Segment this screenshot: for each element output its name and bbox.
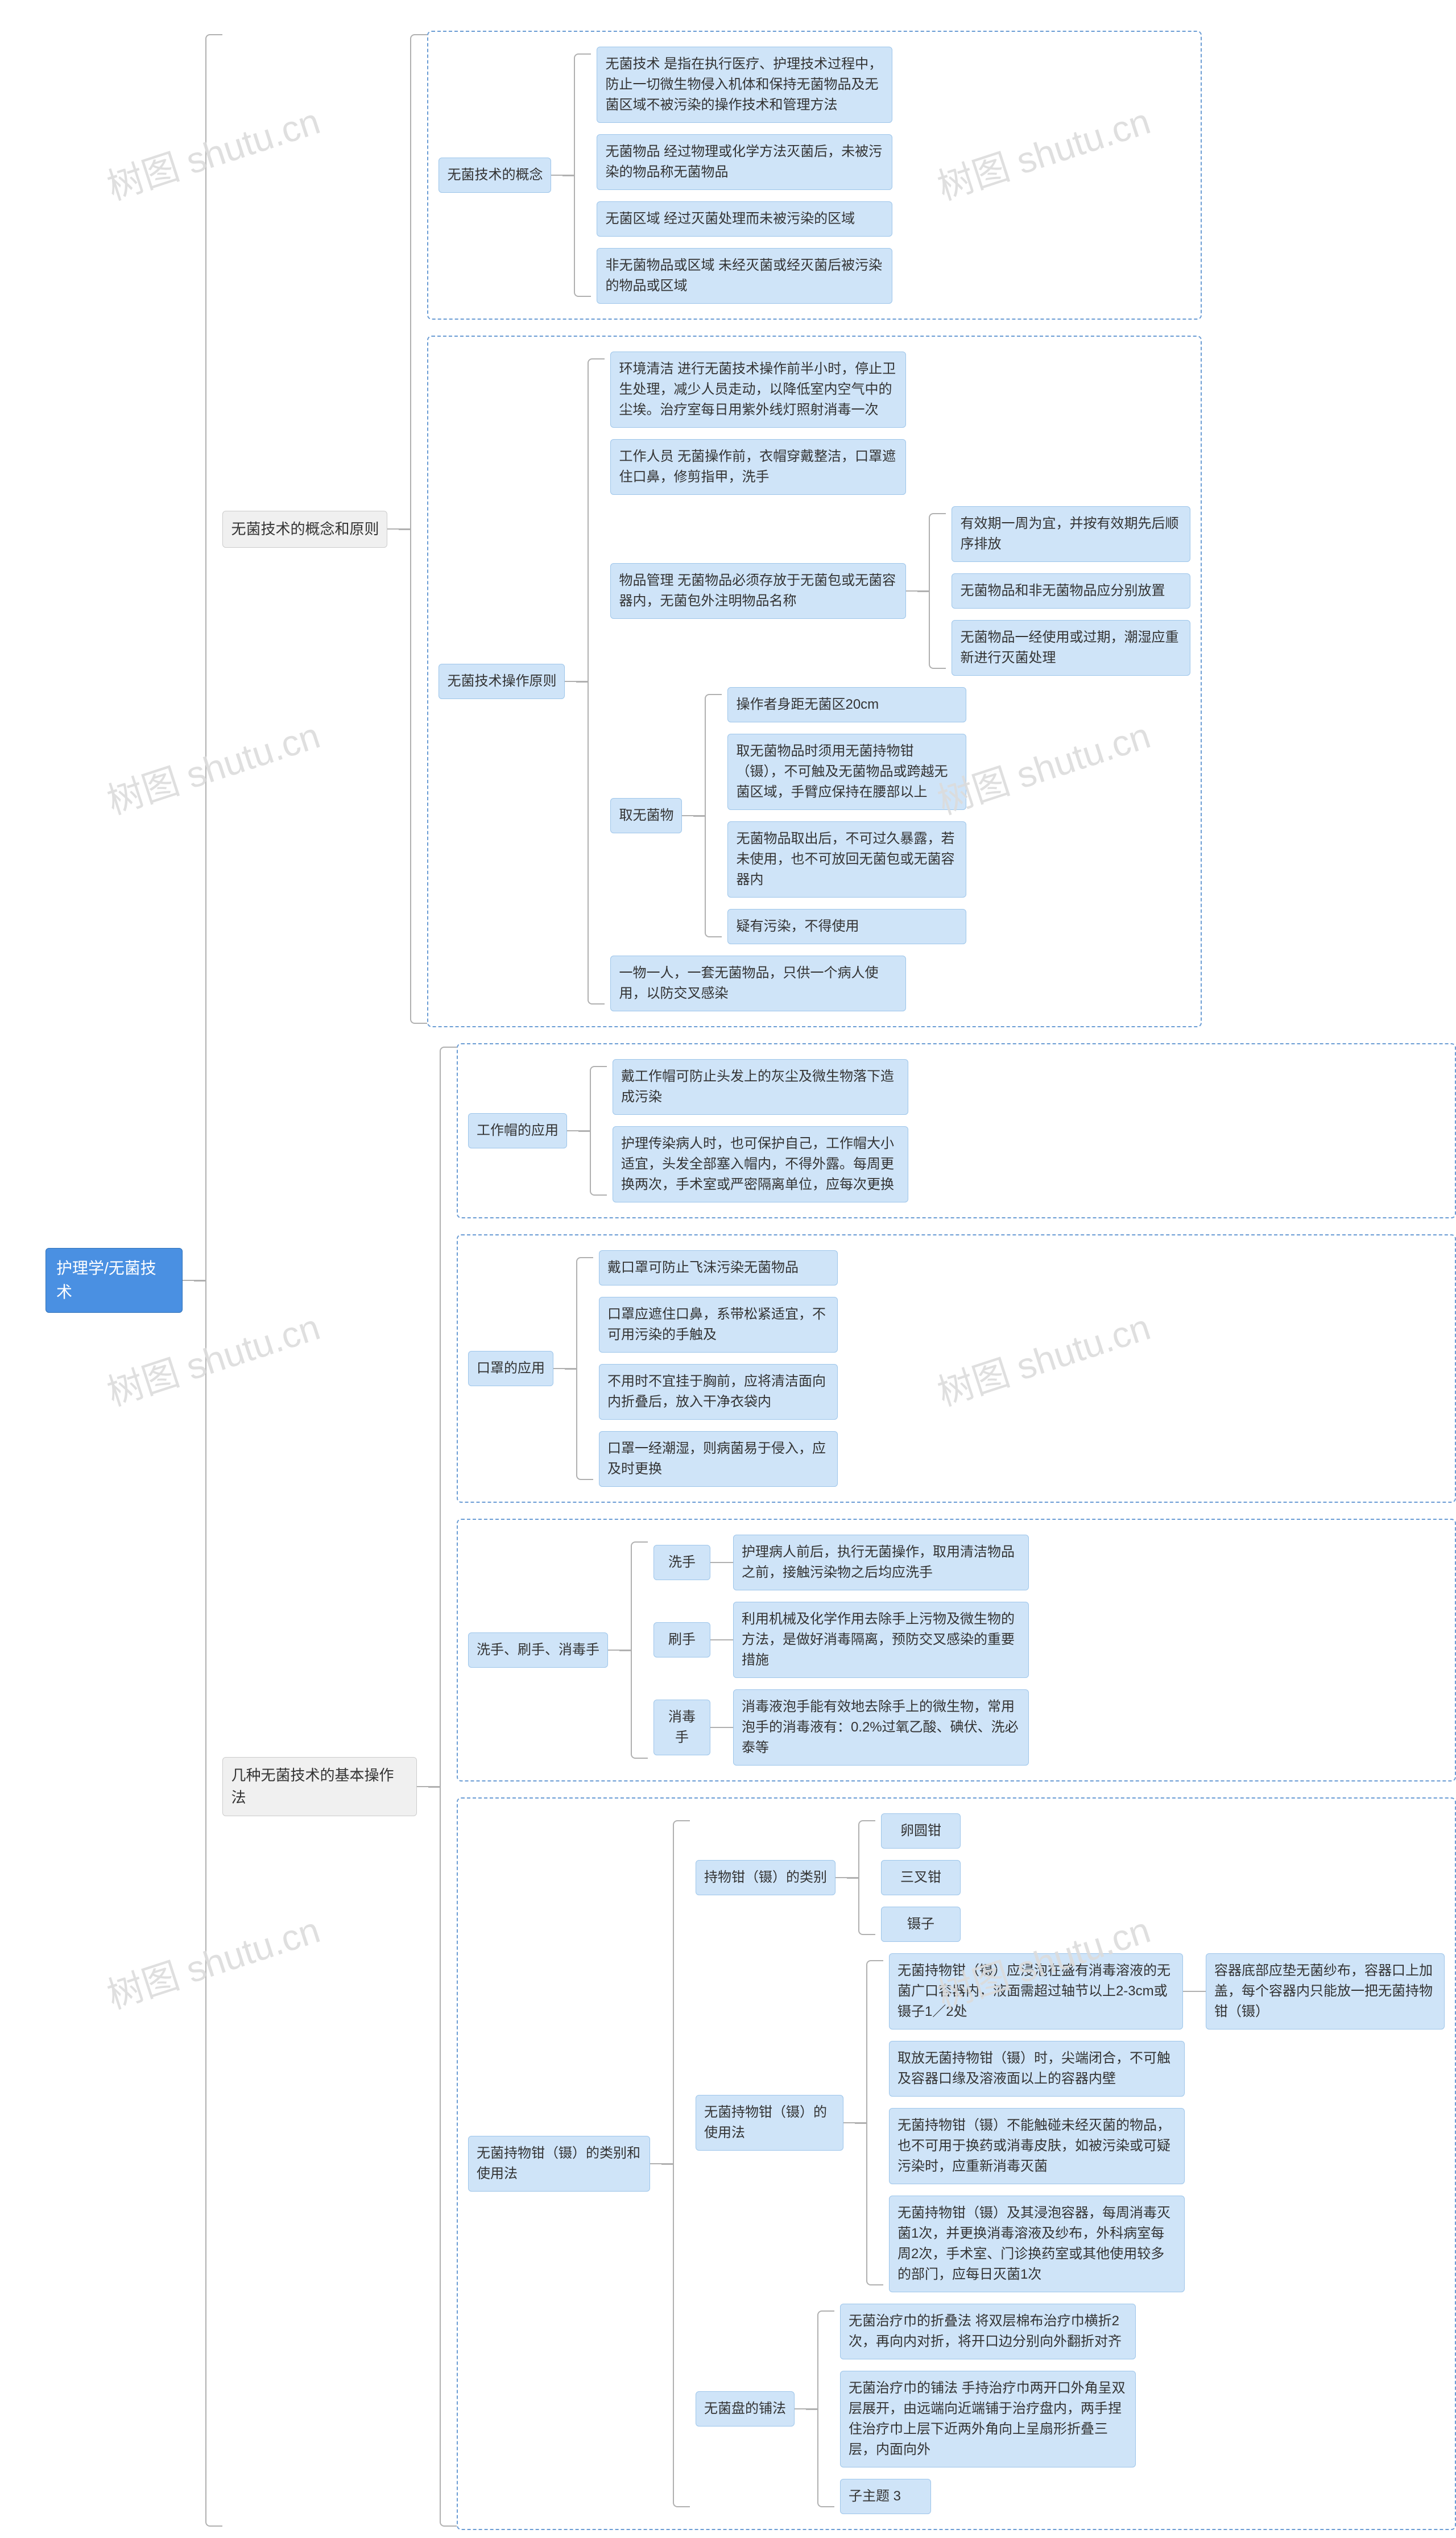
leaf[interactable]: 不用时不宜挂于胸前，应将清洁面向内折叠后，放入干净衣袋内 xyxy=(599,1364,838,1420)
frame-cap: 工作帽的应用 戴工作帽可防止头发上的灰尘及微生物落下造成污染 护理传染病人时，也… xyxy=(457,1043,1456,1218)
frame-hands: 洗手、刷手、消毒手 洗手 护理病人前后，执行无菌操作，取用清洁物品之前，接触污染… xyxy=(457,1519,1456,1781)
frame-forceps: 无菌持物钳（镊）的类别和使用法 持物钳（镊）的类别 xyxy=(457,1797,1456,2530)
node-disinfect[interactable]: 消毒手 xyxy=(653,1700,710,1755)
leaf[interactable]: 容器底部应垫无菌纱布，容器口上加盖，每个容器内只能放一把无菌持物钳（镊） xyxy=(1206,1953,1445,2029)
bracket xyxy=(673,1820,690,2507)
leaf[interactable]: 利用机械及化学作用去除手上污物及微生物的方法，是做好消毒隔离，预防交叉感染的重要… xyxy=(733,1602,1029,1678)
leaf[interactable]: 无菌区域 经过灭菌处理而未被污染的区域 xyxy=(597,201,892,237)
bracket xyxy=(410,34,427,1024)
leaf[interactable]: 戴工作帽可防止头发上的灰尘及微生物落下造成污染 xyxy=(613,1059,908,1115)
bracket xyxy=(866,1960,883,2285)
connector xyxy=(710,1727,733,1728)
leaf[interactable]: 无菌持物钳（镊）不能触碰未经灭菌的物品，也不可用于换药或消毒皮肤，如被污染或可疑… xyxy=(889,2108,1185,2184)
leaf[interactable]: 消毒液泡手能有效地去除手上的微生物，常用泡手的消毒液有：0.2%过氧乙酸、碘伏、… xyxy=(733,1689,1029,1766)
leaf[interactable]: 镊子 xyxy=(881,1907,961,1942)
frame-concepts: 无菌技术的概念 无菌技术 是指在执行医疗、护理技术过程中，防止一切微生物侵入机体… xyxy=(427,31,1202,320)
node-take-sterile[interactable]: 取无菌物 xyxy=(610,798,682,833)
node-concepts[interactable]: 无菌技术的概念 xyxy=(439,158,551,193)
leaf[interactable]: 操作者身距无菌区20cm xyxy=(727,687,966,722)
node-brush[interactable]: 刷手 xyxy=(653,1622,710,1657)
bracket xyxy=(929,513,946,669)
leaf[interactable]: 口罩应遮住口鼻，系带松紧适宜，不可用污染的手触及 xyxy=(599,1297,838,1353)
frame-mask: 口罩的应用 戴口罩可防止飞沫污染无菌物品 口罩应遮住口鼻，系带松紧适宜，不可用污… xyxy=(457,1234,1456,1503)
node-cap[interactable]: 工作帽的应用 xyxy=(468,1113,567,1148)
node-forceps[interactable]: 无菌持物钳（镊）的类别和使用法 xyxy=(468,2136,650,2192)
leaf[interactable]: 一物一人，一套无菌物品，只供一个病人使用，以防交叉感染 xyxy=(610,956,906,1011)
leaf[interactable]: 口罩一经潮湿，则病菌易于侵入，应及时更换 xyxy=(599,1431,838,1487)
leaf[interactable]: 子主题 3 xyxy=(840,2479,931,2514)
leaf[interactable]: 卵圆钳 xyxy=(881,1813,961,1849)
leaf[interactable]: 环境清洁 进行无菌技术操作前半小时，停止卫生处理，减少人员走动，以降低室内空气中… xyxy=(610,352,906,428)
bracket xyxy=(440,1047,457,2527)
leaf[interactable]: 取放无菌持物钳（镊）时，尖端闭合，不可触及容器口缘及溶液面以上的容器内壁 xyxy=(889,2041,1185,2097)
leaf[interactable]: 护理传染病人时，也可保护自己，工作帽大小适宜，头发全部塞入帽内，不得外露。每周更… xyxy=(613,1126,908,1202)
leaf[interactable]: 无菌技术 是指在执行医疗、护理技术过程中，防止一切微生物侵入机体和保持无菌物品及… xyxy=(597,47,892,123)
leaf[interactable]: 无菌治疗巾的折叠法 将双层棉布治疗巾横折2次，再向内对折，将开口边分别向外翻折对… xyxy=(840,2304,1136,2359)
bracket xyxy=(705,694,722,937)
leaf[interactable]: 无菌物品 经过物理或化学方法灭菌后，未被污染的物品称无菌物品 xyxy=(597,134,892,190)
frame-principles: 无菌技术操作原则 环境清洁 进行无菌技术操作前半小时，停止卫生处理，减少人员走动… xyxy=(427,336,1202,1027)
connector xyxy=(710,1639,733,1640)
mindmap-root: 护理学/无菌技术 无菌技术的概念和原则 无菌技术的概念 xyxy=(46,23,1456,2538)
leaf[interactable]: 无菌持物钳（镊）应浸泡在盛有消毒溶液的无菌广口容器内，液面需超过轴节以上2-3c… xyxy=(889,1953,1183,2029)
connector xyxy=(710,1562,733,1563)
node-mask[interactable]: 口罩的应用 xyxy=(468,1351,553,1386)
bracket xyxy=(858,1820,875,1935)
leaf[interactable]: 无菌物品和非无菌物品应分别放置 xyxy=(952,573,1190,609)
bracket xyxy=(631,1541,648,1759)
leaf[interactable]: 无菌持物钳（镊）及其浸泡容器，每周消毒灭菌1次，并更换消毒溶液及纱布，外科病室每… xyxy=(889,2196,1185,2292)
bracket xyxy=(205,34,222,2527)
leaf[interactable]: 工作人员 无菌操作前，衣帽穿戴整洁，口罩遮住口鼻，修剪指甲，洗手 xyxy=(610,439,906,495)
bracket xyxy=(588,358,605,1005)
node-forceps-usage[interactable]: 无菌持物钳（镊）的使用法 xyxy=(696,2095,843,2151)
bracket xyxy=(817,2310,834,2507)
bracket xyxy=(574,53,591,297)
root-node[interactable]: 护理学/无菌技术 xyxy=(46,1248,183,1313)
node-wash[interactable]: 洗手 xyxy=(653,1545,710,1580)
leaf[interactable]: 无菌物品一经使用或过期，潮湿应重新进行灭菌处理 xyxy=(952,620,1190,676)
node-principles[interactable]: 无菌技术操作原则 xyxy=(439,664,565,699)
leaf[interactable]: 取无菌物品时须用无菌持物钳（镊），不可触及无菌物品或跨越无菌区域，手臂应保持在腰… xyxy=(727,734,966,810)
leaf[interactable]: 戴口罩可防止飞沫污染无菌物品 xyxy=(599,1250,838,1285)
node-forceps-types[interactable]: 持物钳（镊）的类别 xyxy=(696,1860,835,1895)
node-basic-ops[interactable]: 几种无菌技术的基本操作法 xyxy=(222,1757,417,1816)
node-item-mgmt[interactable]: 物品管理 无菌物品必须存放于无菌包或无菌容器内，无菌包外注明物品名称 xyxy=(610,563,906,619)
leaf[interactable]: 无菌治疗巾的铺法 手持治疗巾两开口外角呈双层展开，由远端向近端铺于治疗盘内，两手… xyxy=(840,2371,1136,2467)
bracket xyxy=(576,1257,593,1480)
connector xyxy=(1183,1991,1206,1992)
leaf[interactable]: 三叉钳 xyxy=(881,1860,961,1895)
node-concepts-principles[interactable]: 无菌技术的概念和原则 xyxy=(222,511,387,548)
node-tray[interactable]: 无菌盘的铺法 xyxy=(696,2391,795,2427)
leaf[interactable]: 无菌物品取出后，不可过久暴露，若未使用，也不可放回无菌包或无菌容器内 xyxy=(727,821,966,898)
leaf[interactable]: 疑有污染，不得使用 xyxy=(727,909,966,944)
leaf[interactable]: 护理病人前后，执行无菌操作，取用清洁物品之前，接触污染物之后均应洗手 xyxy=(733,1535,1029,1590)
leaf[interactable]: 非无菌物品或区域 未经灭菌或经灭菌后被污染的物品或区域 xyxy=(597,248,892,304)
node-hands[interactable]: 洗手、刷手、消毒手 xyxy=(468,1632,608,1668)
bracket xyxy=(590,1066,607,1196)
leaf[interactable]: 有效期一周为宜，并按有效期先后顺序排放 xyxy=(952,506,1190,562)
